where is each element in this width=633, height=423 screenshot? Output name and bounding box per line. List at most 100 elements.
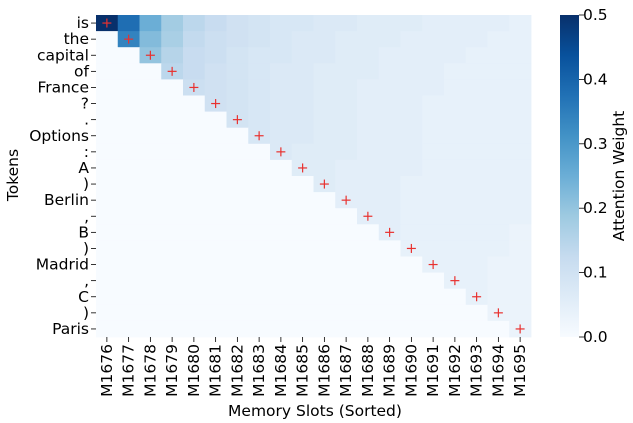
heatmap-cell (465, 272, 488, 290)
heatmap-cell (139, 272, 162, 290)
heatmap-cell (270, 176, 293, 193)
heatmap-cell (313, 192, 336, 209)
heatmap-cell (139, 208, 162, 225)
heatmap-cell (270, 208, 293, 225)
heatmap-cell (422, 95, 445, 112)
heatmap-cell (139, 192, 162, 209)
diagonal-marker (145, 50, 155, 60)
heatmap-cell (378, 272, 401, 290)
heatmap-cell (291, 256, 314, 273)
heatmap-cell (117, 288, 140, 306)
x-tick-label: M1681 (207, 344, 225, 397)
y-tick-label: , (84, 272, 89, 290)
heatmap-cell (313, 127, 336, 145)
colorbar-gradient (560, 15, 579, 337)
heatmap-cell (291, 176, 314, 193)
heatmap-cell (204, 208, 227, 225)
heatmap-cell (378, 192, 401, 209)
heatmap-cell (248, 15, 271, 32)
heatmap-cell (509, 31, 532, 48)
heatmap-cell (161, 111, 184, 129)
x-tick-label: M1694 (489, 344, 507, 397)
heatmap-cell (96, 192, 119, 209)
heatmap-cell (357, 111, 380, 129)
heatmap-cell (444, 208, 467, 225)
heatmap-cell (117, 159, 140, 177)
heatmap-cell (96, 143, 119, 161)
heatmap-cell (422, 143, 445, 161)
heatmap-cell (378, 47, 401, 64)
heatmap-cell (96, 63, 119, 80)
heatmap-cell (400, 111, 423, 129)
heatmap-cell (117, 208, 140, 225)
heatmap-cell (270, 111, 293, 129)
heatmap-cell (357, 320, 380, 338)
heatmap-cell (291, 320, 314, 338)
heatmap-cell (509, 304, 532, 322)
heatmap-cell (161, 256, 184, 273)
heatmap-cell (509, 256, 532, 273)
heatmap-cell (204, 272, 227, 290)
heatmap-cell (422, 320, 445, 338)
heatmap-cell (161, 208, 184, 225)
heatmap-cell (335, 159, 358, 177)
heatmap-cell (117, 95, 140, 112)
heatmap-cell (226, 256, 249, 273)
x-tick-label: M1690 (402, 344, 420, 397)
x-tick-label: M1683 (250, 344, 268, 397)
heatmap-cell (335, 63, 358, 80)
heatmap-cell (96, 47, 119, 64)
heatmap-cell (335, 304, 358, 322)
heatmap-cell (465, 256, 488, 273)
heatmap-cell (357, 176, 380, 193)
heatmap-cell (226, 143, 249, 161)
heatmap-cell (183, 176, 206, 193)
heatmap-cell (509, 143, 532, 161)
heatmap-cell (139, 256, 162, 273)
heatmap-cell (183, 272, 206, 290)
heatmap-cell (465, 127, 488, 145)
heatmap-cell (335, 224, 358, 241)
diagonal-marker (493, 308, 503, 318)
heatmap-cell (96, 240, 119, 257)
colorbar-ticks: 0.0 0.1 0.2 0.3 0.4 0.5 (579, 6, 608, 346)
heatmap-cell (248, 111, 271, 129)
heatmap-cell (444, 143, 467, 161)
x-axis-title: Memory Slots (Sorted) (228, 402, 402, 420)
heatmap-cell (465, 208, 488, 225)
heatmap-cell (248, 256, 271, 273)
heatmap-cell (400, 192, 423, 209)
heatmap-cell (139, 304, 162, 322)
heatmap-cell (422, 47, 445, 64)
heatmap-cell (248, 208, 271, 225)
heatmap-cell (400, 288, 423, 306)
heatmap-cell (465, 15, 488, 32)
heatmap-cell (248, 95, 271, 112)
heatmap-cell (357, 15, 380, 32)
heatmap-cell (444, 320, 467, 338)
heatmap-cell (204, 176, 227, 193)
heatmap-cell (400, 272, 423, 290)
heatmap-cell (357, 95, 380, 112)
heatmap-cell (335, 176, 358, 193)
heatmap-cell (139, 127, 162, 145)
heatmap-cell (117, 320, 140, 338)
heatmap-cell (378, 111, 401, 129)
heatmap-cell (291, 143, 314, 161)
heatmap-cell (400, 159, 423, 177)
heatmap-cell (226, 15, 249, 32)
colorbar-tick-label: 0.4 (583, 70, 608, 88)
heatmap-cell (270, 159, 293, 177)
heatmap-cell (291, 31, 314, 48)
heatmap-cell (444, 159, 467, 177)
heatmap-cell (248, 288, 271, 306)
heatmap-cell (226, 304, 249, 322)
heatmap-cell (509, 127, 532, 145)
y-tick-label: Options (29, 127, 89, 145)
heatmap-cell (422, 159, 445, 177)
x-tick-labels: M1676 M1677 M1678 M1679 M1680 M1681 M1682 M1683… (98, 337, 529, 397)
y-tick-label: C (78, 288, 89, 306)
heatmap-cell (335, 208, 358, 225)
heatmap-cell (139, 63, 162, 80)
heatmap-cell (465, 159, 488, 177)
